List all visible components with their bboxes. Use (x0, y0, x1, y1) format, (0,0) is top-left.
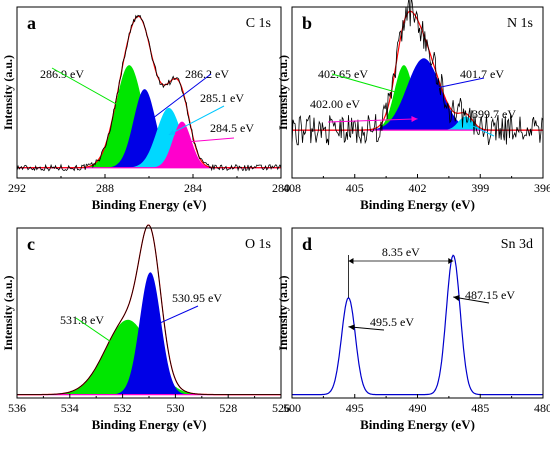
panel-title-a: C 1s (246, 16, 271, 31)
peak-arrowhead-d (348, 324, 355, 331)
x-axis-label-b: Binding Energy (eV) (360, 197, 475, 212)
peak-arrow-b (331, 73, 405, 95)
x-tick-label-b: 399 (471, 181, 489, 195)
peak-a-2 (17, 107, 281, 168)
panel-title-b: N 1s (507, 16, 533, 31)
panel-b: 408 405 402 399 396 Binding Energy (eV) Intens… (276, 0, 550, 212)
peak-arrow-c (75, 317, 129, 354)
peak-arrowhead-d (453, 295, 460, 301)
peak-arrow-d (453, 296, 490, 304)
x-tick-label-c: 532 (114, 401, 132, 415)
peak-arrow-c (150, 305, 199, 328)
x-tick-label-c: 536 (8, 401, 26, 415)
x-tick-label-c: 526 (272, 401, 290, 415)
peak-arrowhead-b (411, 116, 418, 123)
peak-arrowhead-b (397, 89, 404, 96)
x-tick-label-d: 480 (534, 401, 550, 415)
x-tick-label-c: 528 (219, 401, 237, 415)
panel-letter-c: c (27, 234, 35, 254)
peak-arrowhead-a (168, 129, 176, 135)
x-tick-label-d: 500 (283, 401, 301, 415)
y-axis-label-b: Intensity (a.u.) (276, 55, 290, 130)
x-axis-label-a: Binding Energy (eV) (92, 197, 207, 212)
x-tick-label-d: 485 (471, 401, 489, 415)
peak-arrowhead-b (465, 122, 473, 128)
peak-label-a: 284.5 eV (210, 121, 254, 135)
raw-data-b (291, 0, 544, 146)
spectrum-d (292, 254, 543, 396)
y-axis-label-c: Intensity (a.u.) (1, 275, 15, 350)
x-tick-label-a: 280 (272, 181, 290, 195)
x-tick-label-b: 396 (534, 181, 550, 195)
peak-arrow-a (168, 105, 225, 136)
x-tick-label-c: 530 (166, 401, 184, 415)
peak-label-b: 401.7 eV (460, 67, 504, 81)
panel-letter-d: d (302, 234, 312, 254)
peak-label-a: 285.1 eV (200, 91, 244, 105)
peak-c-1 (17, 272, 281, 395)
x-tick-label-d: 490 (409, 401, 427, 415)
peak-label-c: 530.95 eV (172, 291, 222, 305)
peak-arrowhead-a (144, 118, 152, 125)
splitting-arrowhead-right (448, 258, 454, 264)
peak-arrowhead-a (122, 105, 130, 112)
x-tick-label-a: 284 (184, 181, 202, 195)
peak-label-b: 402.65 eV (318, 67, 368, 81)
peak-arrow-a (51, 67, 130, 112)
peak-arrow-b (327, 118, 418, 123)
peak-arrow-a (181, 137, 235, 143)
x-tick-label-b: 405 (346, 181, 364, 195)
panel-letter-b: b (302, 13, 312, 33)
x-axis-label-d: Binding Energy (eV) (360, 417, 475, 432)
peak-label-b: 402.00 eV (310, 97, 360, 111)
panel-title-c: O 1s (245, 237, 271, 252)
x-axis-label-c: Binding Energy (eV) (92, 417, 207, 432)
peak-label-d: 495.5 eV (370, 315, 414, 329)
panel-letter-a: a (27, 13, 36, 33)
x-tick-label-b: 402 (409, 181, 427, 195)
peak-b-2 (292, 58, 543, 131)
panel-a: 292 288 284 280 Binding Energy (eV) Intensity… (1, 6, 290, 212)
raw-data-a (16, 14, 282, 172)
panel-d: 8.35 eV 500 495 490 485 480 Binding Energy (eV… (276, 227, 550, 432)
peak-label-b: 399.7 eV (472, 107, 516, 121)
panel-c: 536 534 532 530 528 526 Binding Energy (eV) Int… (1, 224, 290, 432)
splitting-arrowhead-left (348, 258, 354, 264)
x-tick-label-c: 534 (61, 401, 79, 415)
y-axis-label-d: Intensity (a.u.) (276, 275, 290, 350)
panel-title-d: Sn 3d (501, 237, 533, 252)
peak-arrow-a (144, 73, 212, 125)
x-tick-label-a: 292 (8, 181, 26, 195)
x-tick-label-d: 495 (346, 401, 364, 415)
x-tick-label-a: 288 (96, 181, 114, 195)
peak-label-d: 487.15 eV (465, 288, 515, 302)
splitting-label: 8.35 eV (382, 245, 420, 259)
peak-arrowhead-c (150, 322, 158, 328)
peak-arrowhead-c (121, 347, 128, 354)
peak-label-c: 531.8 eV (60, 313, 104, 327)
peak-arrowhead-b (423, 86, 431, 93)
y-axis-label-a: Intensity (a.u.) (1, 55, 15, 130)
peak-arrowhead-a (182, 138, 189, 145)
peak-arrow-b (423, 77, 485, 92)
raw-data-c (17, 224, 281, 395)
peak-a-1 (17, 89, 281, 168)
peak-label-a: 286.2 eV (185, 67, 229, 81)
x-tick-label-b: 408 (283, 181, 301, 195)
